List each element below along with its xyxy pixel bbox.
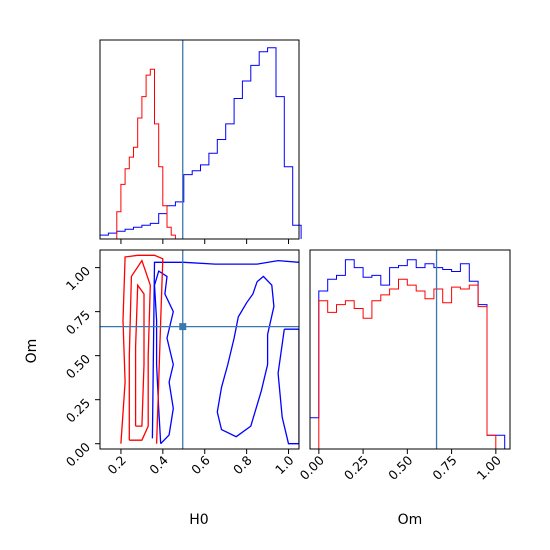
om-y-tick-label: 0.50: [63, 351, 93, 381]
contour-frame: [99, 249, 300, 450]
x-axis-label-om: Om: [398, 512, 423, 528]
om-tick-label: 0.50: [385, 452, 415, 482]
blue-contour: [277, 328, 299, 445]
om-marginal-panel: 0.00 0.25 0.50 0.75 1.00: [297, 249, 511, 483]
blue-contour: [151, 259, 299, 439]
h0-tick-label: 0.6: [188, 452, 213, 477]
red-contour: [120, 254, 164, 444]
om-y-tick-label: 0.25: [63, 395, 93, 425]
h0-marginal-frame: [99, 39, 300, 240]
om-tick-label: 0.25: [341, 453, 371, 483]
h0-tick-label: 0.4: [146, 452, 171, 477]
h0-tick-label: 0.2: [104, 453, 129, 478]
h0-histogram-blue: [99, 47, 302, 239]
blue-contour: [153, 270, 174, 445]
y-axis-label-om: Om: [24, 339, 40, 364]
truth-marker: [179, 323, 187, 331]
h0-histogram-red: [116, 68, 176, 239]
om-y-tick-label: 1.00: [63, 263, 93, 293]
h0-om-contour-panel: 0.2 0.4 0.6 0.8 1.0 0.00 0.25 0.50 0.75 1.00: [63, 249, 300, 478]
x-axis-label-h0: H0: [189, 512, 208, 528]
h0-tick-label: 1.0: [272, 452, 297, 477]
om-marginal-frame: [309, 249, 511, 450]
om-tick-label: 0.00: [297, 452, 327, 482]
om-y-tick-label: 0.00: [63, 439, 93, 469]
red-contour: [128, 259, 151, 441]
blue-contour: [216, 275, 275, 438]
h0-marginal-panel: [99, 39, 302, 244]
om-histogram-blue: [309, 259, 506, 449]
h0-tick-label: 0.8: [230, 452, 255, 477]
om-histogram-red: [318, 278, 497, 449]
om-y-tick-label: 0.75: [63, 307, 93, 337]
red-contour: [134, 283, 145, 427]
om-tick-label: 0.75: [429, 453, 459, 483]
om-tick-label: 1.00: [474, 452, 504, 482]
